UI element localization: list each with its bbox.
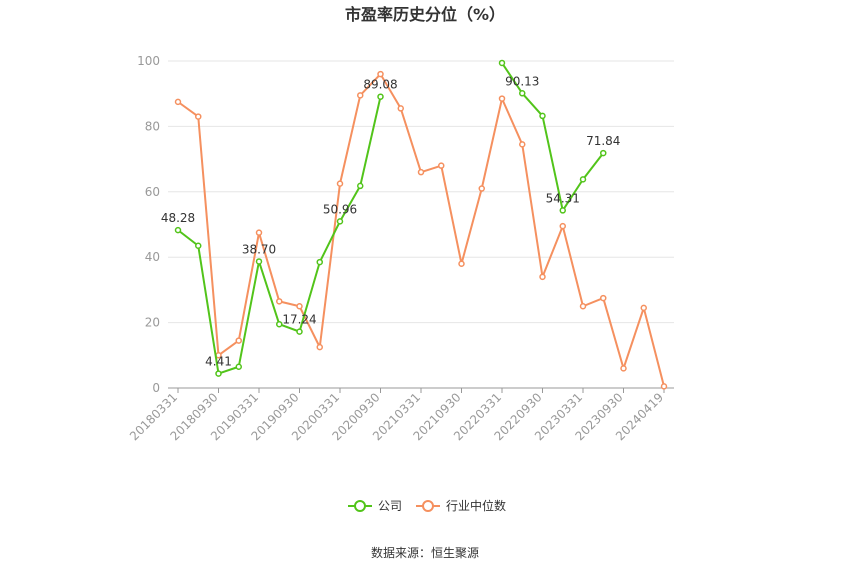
data-point[interactable]	[195, 242, 202, 250]
data-point[interactable]	[640, 304, 647, 312]
source-note: 数据来源：恒生聚源	[371, 545, 479, 560]
series-group	[174, 59, 668, 390]
data-label: 38.70	[242, 242, 276, 256]
data-point[interactable]	[539, 112, 546, 120]
data-point[interactable]	[539, 273, 546, 281]
data-point[interactable]	[498, 59, 506, 67]
data-point[interactable]	[579, 176, 587, 183]
grid	[168, 60, 674, 324]
series-line	[177, 73, 665, 387]
data-point[interactable]	[579, 303, 587, 310]
data-point[interactable]	[357, 92, 364, 99]
data-point[interactable]	[296, 328, 303, 335]
data-label: 54.31	[546, 191, 580, 205]
data-point[interactable]	[195, 113, 202, 120]
data-point[interactable]	[174, 98, 182, 106]
data-label: 50.96	[323, 202, 357, 216]
series-1	[174, 70, 668, 390]
data-label: 4.41	[205, 355, 232, 369]
y-tick-label: 60	[145, 185, 160, 199]
data-label: 17.24	[282, 313, 316, 327]
data-point[interactable]	[235, 337, 242, 344]
data-point[interactable]	[336, 218, 344, 225]
y-tick-label: 40	[145, 250, 160, 264]
data-point[interactable]	[276, 298, 283, 305]
data-point[interactable]	[215, 370, 222, 377]
data-point[interactable]	[357, 182, 364, 190]
data-point[interactable]	[417, 168, 425, 176]
data-point[interactable]	[458, 260, 465, 267]
data-point[interactable]	[559, 222, 566, 230]
data-point[interactable]	[498, 95, 506, 102]
data-point[interactable]	[660, 383, 668, 390]
data-point[interactable]	[620, 365, 627, 372]
data-labels: 48.28 4.41 38.70 17.24 50.96 89.08 90.13 54.31 7…	[161, 74, 621, 368]
legend-marker	[354, 500, 366, 512]
legend[interactable]: 公司 行业中位数	[348, 498, 506, 513]
data-point[interactable]	[478, 185, 485, 192]
data-point[interactable]	[255, 258, 263, 265]
y-tick-label: 0	[152, 381, 160, 395]
data-point[interactable]	[438, 162, 445, 169]
y-tick-label: 80	[145, 119, 160, 133]
data-point[interactable]	[296, 303, 303, 310]
legend-label: 行业中位数	[446, 498, 506, 513]
data-point[interactable]	[519, 141, 526, 148]
data-point[interactable]	[235, 363, 242, 370]
data-point[interactable]	[377, 93, 384, 100]
y-axis: 0 20 40 60 80 100	[137, 54, 160, 395]
data-point[interactable]	[316, 258, 323, 266]
x-axis: 2018033120180930201903312019093020200331…	[127, 387, 674, 443]
data-point[interactable]	[559, 207, 566, 214]
data-point[interactable]	[336, 180, 344, 187]
data-point[interactable]	[397, 105, 404, 112]
series-0	[174, 59, 607, 377]
legend-item[interactable]: 行业中位数	[416, 498, 506, 513]
chart-title: 市盈率历史分位（%）	[345, 5, 505, 24]
legend-item[interactable]: 公司	[348, 499, 402, 513]
data-point[interactable]	[519, 90, 526, 97]
data-point[interactable]	[255, 229, 263, 236]
data-point[interactable]	[600, 294, 607, 302]
series-line	[501, 62, 605, 212]
data-point[interactable]	[600, 149, 607, 157]
legend-marker	[422, 500, 434, 512]
data-point[interactable]	[316, 343, 323, 351]
data-label: 90.13	[505, 74, 539, 88]
data-point[interactable]	[377, 70, 384, 78]
data-label: 89.08	[363, 78, 397, 92]
y-tick-label: 100	[137, 54, 160, 68]
data-label: 71.84	[586, 134, 620, 148]
legend-label: 公司	[378, 499, 402, 513]
y-tick-label: 20	[145, 316, 160, 330]
data-point[interactable]	[174, 226, 182, 234]
data-label: 48.28	[161, 211, 195, 225]
data-point[interactable]	[276, 320, 283, 328]
